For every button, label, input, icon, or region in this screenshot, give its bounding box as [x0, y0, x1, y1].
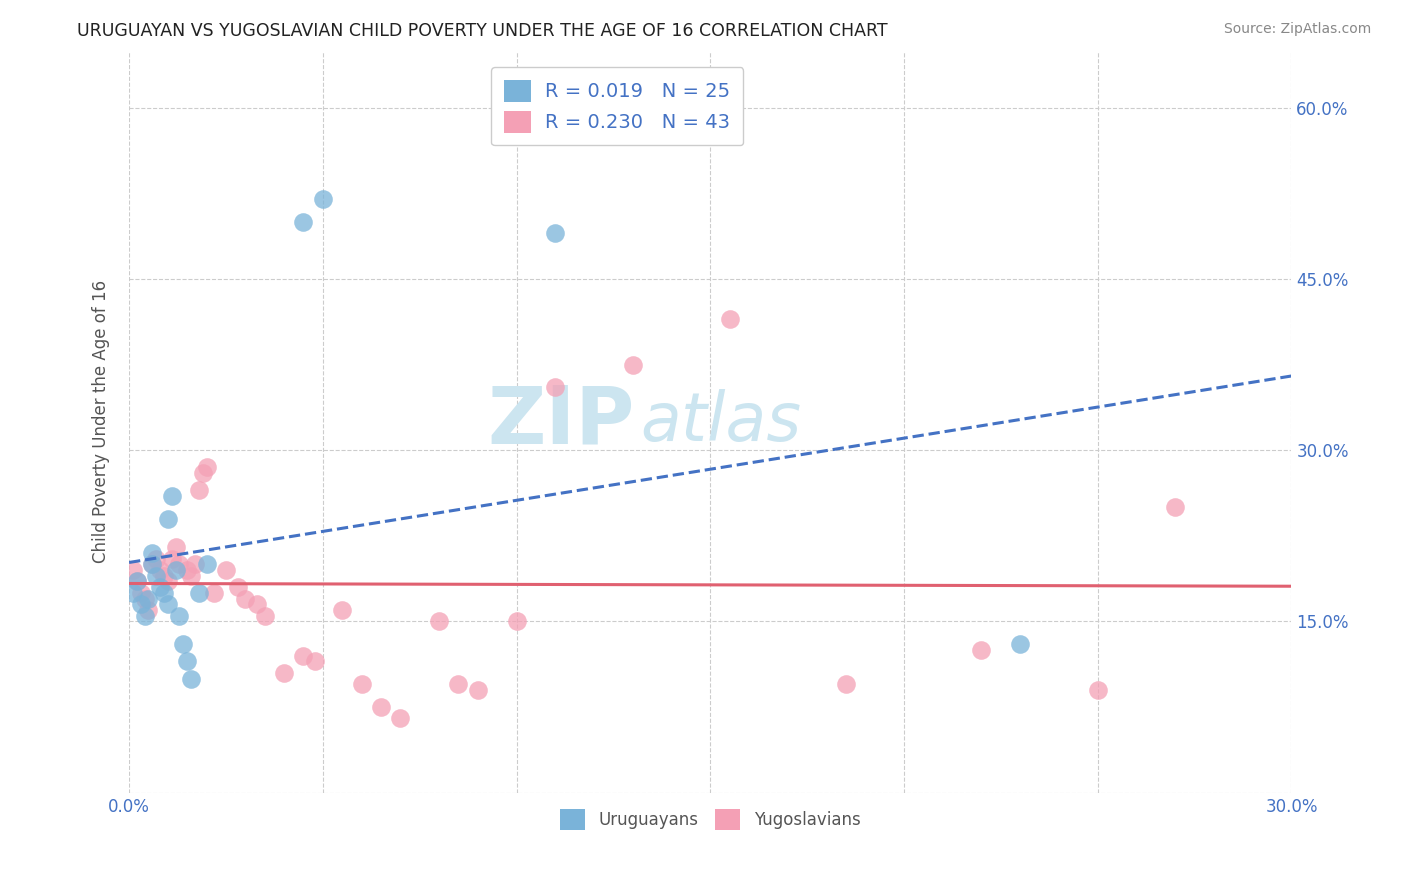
Point: [195, 460, 218, 475]
Point: [160, 489, 183, 503]
Point: [292, 215, 315, 229]
Point: [129, 586, 152, 600]
Point: [505, 615, 527, 629]
Point: [122, 563, 145, 577]
Point: [1164, 500, 1187, 515]
Text: ZIP: ZIP: [488, 383, 634, 460]
Point: [389, 711, 412, 725]
Point: [544, 227, 567, 241]
Y-axis label: Child Poverty Under the Age of 16: Child Poverty Under the Age of 16: [93, 280, 110, 563]
Point: [180, 568, 202, 582]
Point: [156, 511, 179, 525]
Point: [253, 608, 276, 623]
Point: [1087, 682, 1109, 697]
Point: [125, 574, 148, 589]
Point: [156, 597, 179, 611]
Point: [427, 615, 450, 629]
Point: [370, 700, 392, 714]
Point: [1010, 637, 1032, 651]
Point: [350, 677, 373, 691]
Text: URUGUAYAN VS YUGOSLAVIAN CHILD POVERTY UNDER THE AGE OF 16 CORRELATION CHART: URUGUAYAN VS YUGOSLAVIAN CHILD POVERTY U…: [77, 22, 889, 40]
Point: [172, 637, 194, 651]
Point: [145, 568, 167, 582]
Point: [134, 591, 156, 606]
Point: [835, 677, 858, 691]
Point: [180, 672, 202, 686]
Point: [176, 563, 198, 577]
Point: [138, 603, 160, 617]
Point: [156, 574, 179, 589]
Point: [273, 665, 295, 680]
Point: [176, 654, 198, 668]
Point: [160, 551, 183, 566]
Point: [184, 558, 207, 572]
Point: [169, 558, 191, 572]
Point: [149, 580, 172, 594]
Point: [141, 558, 163, 572]
Legend: Uruguayans, Yugoslavians: Uruguayans, Yugoslavians: [554, 803, 868, 837]
Point: [215, 563, 238, 577]
Point: [138, 591, 160, 606]
Point: [125, 574, 148, 589]
Point: [330, 603, 353, 617]
Point: [187, 586, 209, 600]
Point: [970, 643, 993, 657]
Point: [233, 591, 256, 606]
Point: [141, 546, 163, 560]
Point: [447, 677, 470, 691]
Point: [149, 563, 172, 577]
Point: [141, 558, 163, 572]
Point: [191, 466, 214, 480]
Point: [145, 551, 167, 566]
Point: [153, 586, 176, 600]
Text: atlas: atlas: [641, 389, 801, 455]
Point: [226, 580, 249, 594]
Point: [169, 608, 191, 623]
Point: [467, 682, 489, 697]
Point: [195, 558, 218, 572]
Point: [292, 648, 315, 663]
Point: [304, 654, 326, 668]
Point: [621, 358, 644, 372]
Point: [718, 312, 741, 326]
Point: [165, 540, 187, 554]
Point: [134, 608, 156, 623]
Point: [246, 597, 269, 611]
Text: Source: ZipAtlas.com: Source: ZipAtlas.com: [1223, 22, 1371, 37]
Point: [544, 380, 567, 394]
Point: [312, 192, 335, 206]
Point: [202, 586, 225, 600]
Point: [187, 483, 209, 498]
Point: [129, 597, 152, 611]
Point: [122, 586, 145, 600]
Point: [165, 563, 187, 577]
Point: [153, 568, 176, 582]
